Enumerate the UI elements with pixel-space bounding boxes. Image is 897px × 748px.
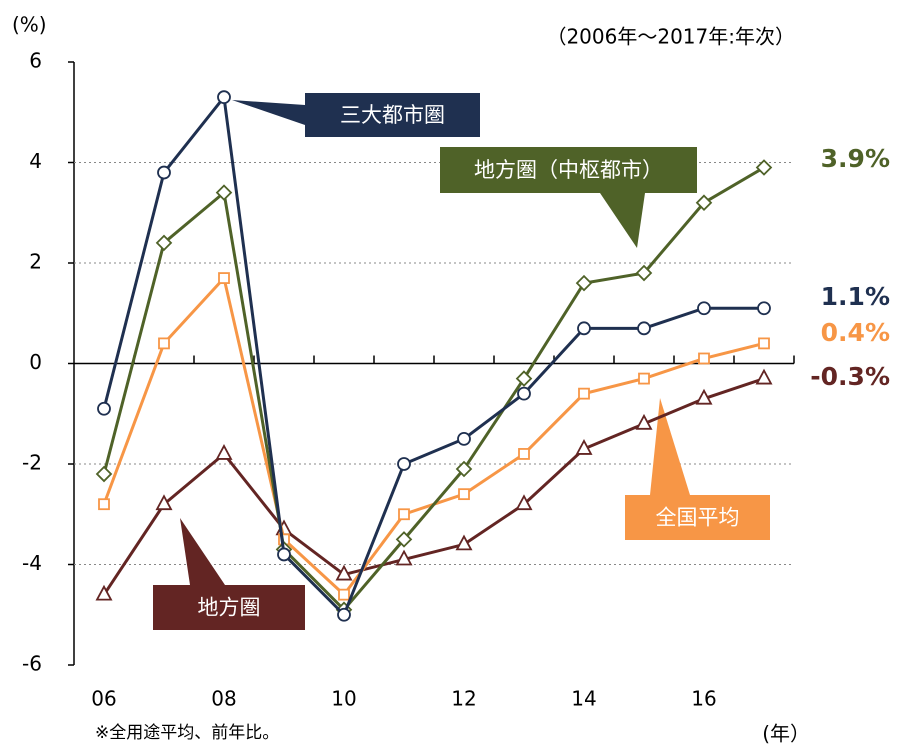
marker [97, 401, 111, 416]
marker [695, 388, 713, 405]
x-tick-label: 16 [691, 687, 716, 711]
callout-pointer [650, 398, 690, 495]
subtitle: （2006年～2017年:年次） [546, 25, 795, 49]
marker [455, 534, 473, 551]
marker [95, 584, 113, 601]
marker [98, 498, 110, 511]
marker [155, 234, 173, 252]
marker [578, 387, 590, 400]
marker [215, 444, 233, 460]
y-tick-label: -4 [22, 551, 42, 575]
legend-label: 地方圏（中枢都市） [474, 158, 663, 182]
callout-pointer [180, 518, 225, 585]
marker [637, 321, 651, 336]
marker [758, 337, 770, 350]
x-tick-label: 06 [91, 687, 116, 711]
marker [455, 460, 473, 478]
marker [635, 264, 653, 282]
marker [157, 165, 171, 180]
callout-pointer [232, 100, 305, 125]
marker [398, 508, 410, 521]
x-tick-label: 12 [451, 687, 476, 711]
x-tick-label: 08 [211, 687, 236, 711]
legend-label: 三大都市圏 [340, 103, 445, 127]
marker [757, 301, 771, 316]
marker [695, 194, 713, 211]
marker [755, 368, 773, 385]
marker [515, 494, 533, 511]
series-line [102, 93, 764, 618]
callout-pointer [600, 193, 645, 248]
marker [698, 352, 710, 365]
y-tick-label: -6 [22, 652, 42, 676]
series-line [102, 377, 765, 596]
value-label: -0.3% [810, 362, 890, 391]
marker [218, 272, 230, 284]
callout-box [440, 147, 697, 193]
y-tick-label: 2 [29, 250, 42, 274]
marker [338, 588, 350, 601]
note: ※全用途平均、前年比。 [95, 723, 279, 743]
marker [155, 494, 173, 511]
marker [577, 321, 591, 336]
marker [575, 274, 593, 292]
y-tick-label: 4 [29, 149, 42, 173]
marker [635, 413, 653, 430]
marker [277, 547, 291, 562]
marker [217, 90, 231, 105]
marker [518, 448, 530, 460]
value-label: 1.1% [821, 282, 890, 311]
series-line [102, 166, 765, 612]
marker [697, 301, 711, 316]
marker [755, 159, 773, 176]
legend-label: 全国平均 [656, 506, 740, 530]
callout-box [625, 495, 770, 540]
value-label: 0.4% [821, 318, 890, 347]
marker [457, 431, 471, 446]
value-label: 3.9% [821, 144, 890, 173]
callout-box [153, 585, 305, 630]
marker [337, 607, 351, 622]
y-tick-label: 0 [29, 350, 42, 374]
callout-box [305, 93, 480, 137]
marker [638, 372, 650, 385]
marker [515, 370, 533, 387]
marker [215, 184, 233, 201]
marker [335, 564, 353, 581]
marker [517, 386, 531, 401]
x-tick-label: 10 [331, 687, 356, 711]
y-unit: (%) [12, 13, 47, 37]
marker [397, 457, 411, 471]
x-unit: (年） [762, 722, 810, 746]
y-tick-label: 6 [29, 49, 42, 73]
marker [575, 439, 593, 455]
marker [395, 531, 413, 548]
y-tick-label: -2 [22, 451, 42, 475]
marker [395, 549, 413, 566]
legend-label: 地方圏 [198, 596, 261, 620]
x-tick-label: 14 [571, 687, 596, 711]
marker [158, 337, 170, 350]
marker [95, 465, 113, 483]
marker [458, 488, 470, 501]
